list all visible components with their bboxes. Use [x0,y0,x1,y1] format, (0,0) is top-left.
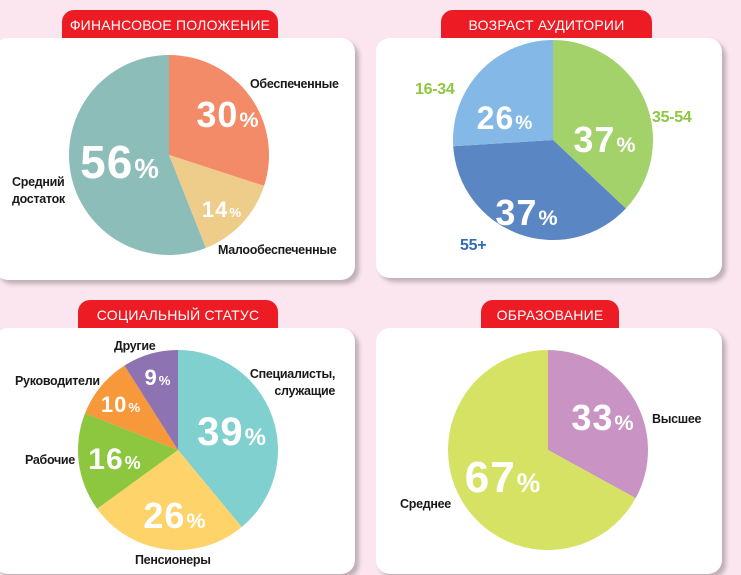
pct-label: 9% [144,365,172,390]
pie-slice [69,55,206,255]
pie-slice [453,40,553,147]
slice-label: 55+ [460,237,487,254]
pie-slice [97,450,242,550]
slice-label: Рабочие [25,453,75,467]
slice-label: Малообеспеченные [218,243,337,257]
pie-slice [169,155,265,248]
pie-slice [77,413,178,509]
pie-slice [453,140,626,240]
title-education: ОБРАЗОВАНИЕ [481,300,619,328]
pie-slice [447,350,636,550]
pct-label: 10% [100,392,142,417]
slice-label: Среднее [400,497,451,511]
pie-slice [548,350,648,499]
pie-slice [178,350,278,528]
pie-slice [553,40,653,209]
slice-label: Специалисты, служащие [249,367,335,398]
pct-label: 37% [495,192,559,233]
slice-label: Обеспеченные [250,77,339,91]
pie-slice [169,55,269,186]
title-age: ВОЗРАСТ АУДИТОРИИ [441,10,652,38]
slice-label: 16-34 [415,81,455,98]
slice-label: Средний достаток [12,175,65,206]
slice-label: 35-54 [652,109,692,126]
pct-label: 26% [143,495,207,536]
title-finance: ФИНАНСОВОЕ ПОЛОЖЕНИЕ [62,10,278,38]
pct-label: 37% [573,119,637,160]
pct-label: 14% [201,197,243,222]
pct-label: 26% [476,100,534,136]
slice-label: Высшее [652,412,702,426]
pie-slice [85,365,178,450]
pct-label: 30% [196,94,260,135]
pct-label: 39% [197,410,267,454]
pct-label: 33% [571,397,635,438]
pie-slice [124,350,178,450]
slice-label: Другие [114,339,156,353]
title-social: СОЦИАЛЬНЫЙ СТАТУС [78,300,278,328]
slice-label: Пенсионеры [135,553,211,567]
pct-label: 67% [464,453,542,502]
pct-label: 56% [80,136,160,188]
slice-label: Руководители [15,374,100,388]
pct-label: 16% [88,443,142,476]
